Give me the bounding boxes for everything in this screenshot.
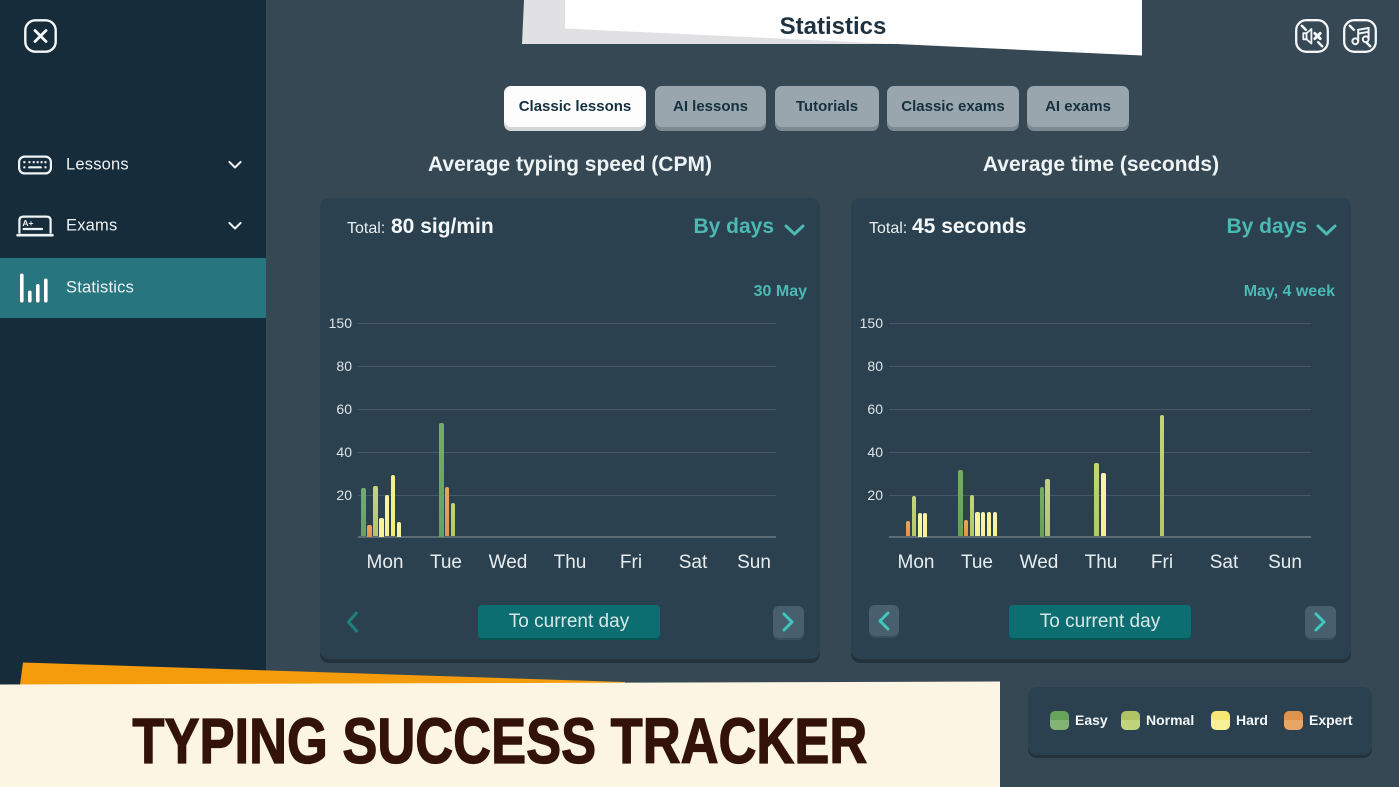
svg-text:A+: A+ bbox=[22, 218, 33, 228]
